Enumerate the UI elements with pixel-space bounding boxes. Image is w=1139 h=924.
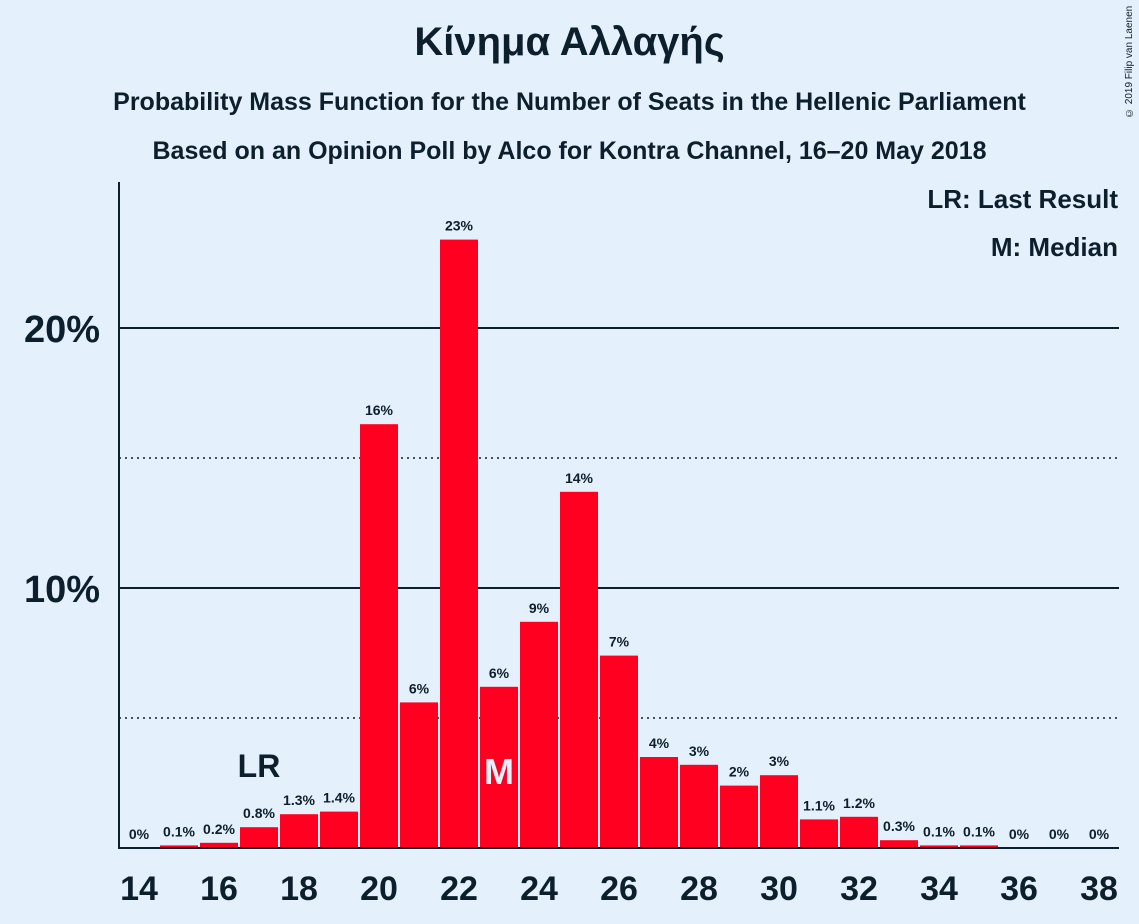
- x-tick-label: 38: [1080, 870, 1118, 908]
- data-label: 0.1%: [963, 823, 995, 839]
- x-tick-label: 18: [280, 870, 318, 908]
- data-label: 0%: [1049, 826, 1070, 842]
- data-label: 0.2%: [203, 821, 235, 837]
- data-label: 14%: [565, 470, 594, 486]
- bar-seats-26: [600, 655, 638, 848]
- data-label: 3%: [689, 743, 710, 759]
- bar-seats-22: [440, 239, 478, 849]
- legend-last-result: LR: Last Result: [927, 184, 1118, 214]
- x-tick-label: 26: [600, 870, 638, 908]
- data-label: 7%: [609, 634, 630, 650]
- bar-seats-32: [840, 816, 878, 848]
- data-label: 23%: [445, 218, 474, 234]
- data-label: 1.2%: [843, 795, 875, 811]
- bar-seats-15: [160, 845, 198, 848]
- data-label: 0%: [1089, 826, 1110, 842]
- x-tick-label: 32: [840, 870, 878, 908]
- bar-seats-18: [280, 814, 318, 848]
- chart-title: Κίνημα Αλλαγής: [414, 20, 725, 64]
- bar-seats-28: [680, 764, 718, 848]
- x-tick-label: 20: [360, 870, 398, 908]
- data-label: 3%: [769, 753, 790, 769]
- data-label: 0%: [1009, 826, 1030, 842]
- bar-seats-30: [760, 775, 798, 848]
- bar-seats-20: [360, 424, 398, 848]
- data-label: 16%: [365, 402, 394, 418]
- data-label: 4%: [649, 735, 670, 751]
- bar-seats-17: [240, 827, 278, 848]
- x-tick-label: 36: [1000, 870, 1038, 908]
- x-tick-label: 30: [760, 870, 798, 908]
- data-label: 1.1%: [803, 797, 835, 813]
- bar-seats-23: [480, 686, 518, 848]
- last-result-marker: LR: [238, 748, 281, 784]
- data-label: 0.1%: [923, 823, 955, 839]
- bar-seats-35: [960, 845, 998, 848]
- x-tick-label: 16: [200, 870, 238, 908]
- x-tick-label: 24: [520, 870, 558, 908]
- x-tick-label: 14: [120, 870, 158, 908]
- bar-seats-19: [320, 811, 358, 848]
- data-label: 0.8%: [243, 805, 275, 821]
- y-tick-label: 10%: [24, 569, 100, 611]
- data-label: 0.3%: [883, 818, 915, 834]
- bar-seats-24: [520, 621, 558, 848]
- chart-subtitle-source: Based on an Opinion Poll by Alco for Kon…: [152, 137, 987, 165]
- y-tick-label: 20%: [24, 309, 100, 351]
- data-label: 2%: [729, 764, 750, 780]
- data-label: 1.3%: [283, 792, 315, 808]
- bar-seats-34: [920, 845, 958, 848]
- data-label: 6%: [409, 680, 430, 696]
- bar-seats-21: [400, 702, 438, 848]
- data-label: 9%: [529, 600, 550, 616]
- bar-seats-16: [200, 842, 238, 848]
- chart-subtitle: Probability Mass Function for the Number…: [113, 88, 1026, 116]
- bar-seats-29: [720, 785, 758, 848]
- data-label: 1.4%: [323, 790, 355, 806]
- data-label: 0%: [129, 826, 150, 842]
- data-label: 6%: [489, 665, 510, 681]
- x-tick-label: 28: [680, 870, 718, 908]
- bar-seats-31: [800, 819, 838, 848]
- data-label: 0.1%: [163, 823, 195, 839]
- bar-seats-25: [560, 491, 598, 848]
- bar-seats-27: [640, 757, 678, 848]
- median-marker: M: [484, 751, 514, 792]
- legend-median: M: Median: [990, 232, 1118, 262]
- bar-seats-33: [880, 840, 918, 848]
- x-tick-label: 22: [440, 870, 478, 908]
- x-tick-label: 34: [920, 870, 958, 908]
